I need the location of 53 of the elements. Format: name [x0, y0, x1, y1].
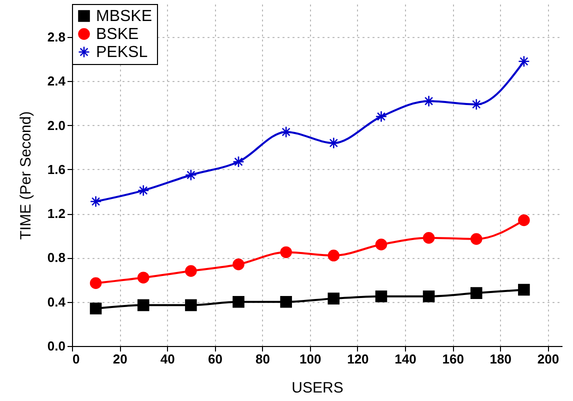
x-tick-label: 80 [256, 352, 270, 366]
x-axis-title: USERS [292, 380, 344, 396]
point [90, 302, 102, 314]
point [185, 169, 197, 181]
point [328, 250, 340, 262]
point [232, 296, 244, 308]
legend-label: MBSKE [96, 8, 152, 25]
x-tick-label: 180 [490, 352, 512, 366]
point [90, 277, 102, 289]
point [422, 290, 435, 302]
point [422, 95, 435, 107]
point [280, 126, 292, 138]
point [470, 233, 482, 245]
legend-label: PEKSL [96, 44, 148, 61]
point [137, 184, 150, 196]
point [470, 287, 482, 299]
y-tick-label: 0.0 [47, 338, 66, 354]
x-tick-label: 140 [394, 352, 416, 366]
y-tick-label: 2.0 [47, 118, 66, 133]
point [280, 296, 292, 308]
y-tick-label: 0.8 [47, 250, 66, 266]
x-tick-label: 20 [112, 352, 128, 366]
point [232, 258, 244, 270]
y-axis-title: TIME (Per Second) [17, 111, 34, 240]
x-tick-label: 100 [300, 352, 322, 366]
x-tick-label: 60 [208, 352, 222, 366]
point [328, 137, 340, 149]
legend-label: BSKE [96, 26, 139, 43]
x-tick-label: 200 [537, 352, 560, 366]
point [137, 272, 150, 284]
point [137, 299, 150, 312]
point [90, 196, 102, 208]
x-tick-label: 0 [72, 352, 80, 366]
point [328, 292, 340, 304]
point [518, 214, 530, 226]
x-tick-label: 160 [442, 352, 464, 366]
point [375, 238, 388, 250]
x-tick-label: 40 [160, 352, 175, 366]
point [280, 246, 292, 258]
point [185, 299, 197, 312]
point [518, 55, 530, 68]
point [375, 110, 388, 122]
y-tick-label: 0.4 [47, 294, 66, 310]
point [185, 265, 197, 277]
point [232, 156, 244, 168]
point [422, 232, 435, 244]
point [375, 290, 388, 302]
y-tick-label: 2.4 [47, 74, 66, 89]
point [518, 284, 530, 296]
x-tick-label: 120 [347, 352, 369, 366]
y-tick-label: 1.2 [47, 206, 66, 222]
y-tick-label: 2.8 [47, 30, 66, 45]
y-tick-label: 1.6 [47, 162, 66, 177]
